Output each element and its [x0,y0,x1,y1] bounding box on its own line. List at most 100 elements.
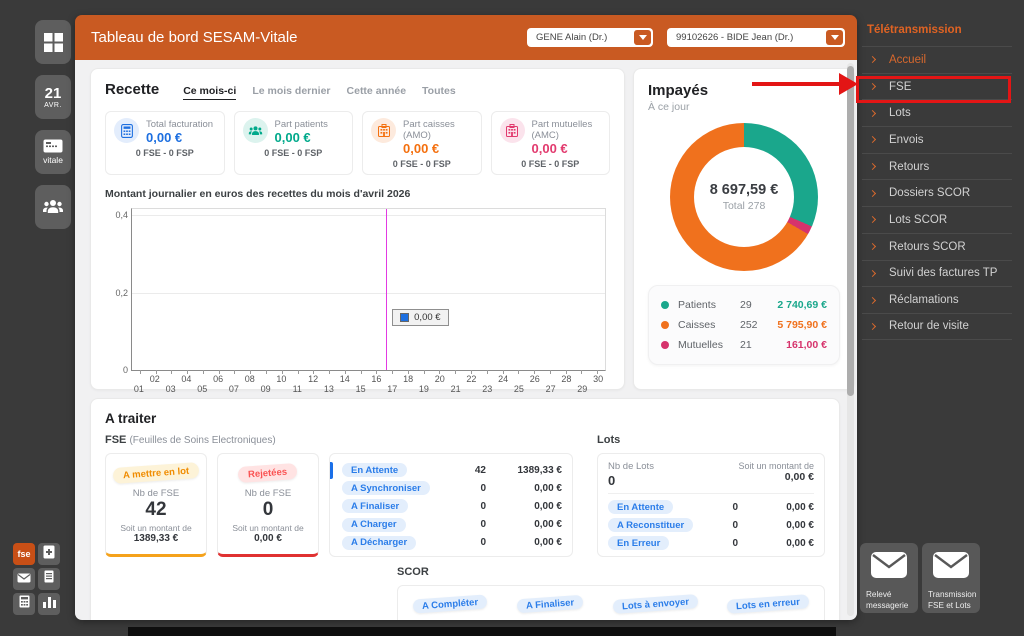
status-pill[interactable]: En Attente [608,500,674,515]
status-pill[interactable]: En Erreur [608,536,670,551]
x-tick-label: 03 [165,384,176,394]
building-icon [499,118,525,143]
status-pill[interactable]: A Décharger [342,535,417,550]
status-pill[interactable]: A Synchroniser [342,481,430,496]
mail-shortcut-button[interactable] [13,568,35,590]
tab-le-mois-dernier[interactable]: Le mois dernier [252,85,331,97]
menu-item-dossiers-scor[interactable]: Dossiers SCOR [862,179,1012,206]
status-pill[interactable]: En Attente [342,463,408,478]
row-count: 0 [732,501,738,513]
x-tick-label: 12 [308,374,319,384]
chevron-right-icon [868,163,877,171]
doctor-select[interactable]: GENE Alain (Dr.) [527,28,653,47]
calculator-icon [114,118,139,143]
chevron-down-icon[interactable] [634,30,651,45]
lots-amount-caption: Soit un montant de [738,461,814,471]
status-badge: Rejetées [237,462,299,483]
row-amount: 0,00 € [534,500,562,512]
legend-amount: 2 740,69 € [777,299,827,311]
fse-shortcut-button[interactable]: fse [13,543,35,565]
fse-heading: FSE [105,434,127,446]
document-icon [44,570,54,588]
scor-pill[interactable]: A Finaliser [516,594,584,614]
menu-item-retours-scor[interactable]: Retours SCOR [862,232,1012,260]
menu-item-retour-de-visite[interactable]: Retour de visite [862,312,1012,340]
menu-item-reclamations[interactable]: Réclamations [862,286,1012,313]
impayes-card: Impayés À ce jour 8 697,59 € Total 278 P… [633,68,855,390]
x-tick-label: 28 [561,374,572,384]
menu-item-envois[interactable]: Envois [862,126,1012,153]
releve-messagerie-button[interactable]: Relevé messagerie [860,543,918,613]
patients-button[interactable] [35,185,71,229]
row-amount: 0,00 € [786,501,814,513]
apps-grid-button[interactable] [35,20,71,64]
impayes-total-count: Total 278 [722,200,766,212]
x-tick-label: 24 [498,374,509,384]
prescription-button[interactable] [38,543,60,565]
vertical-scrollbar[interactable] [847,63,854,616]
status-pill[interactable]: A Charger [342,517,406,532]
legend-count: 252 [740,319,758,331]
today-marker-line [385,209,388,370]
x-tick-label: 06 [213,374,224,384]
fse-status-row: En Attente 42 1389,33 € [342,461,562,479]
row-count: 0 [732,537,738,549]
y-tick-label: 0 [122,365,128,375]
fse-card-lot: A mettre en lot Nb de FSE 42 Soit un mon… [105,453,207,557]
status-pill[interactable]: A Reconstituer [608,518,694,533]
practitioner-select-value: 99102626 - BIDE Jean (Dr.) [676,32,794,43]
envelope-icon [871,552,907,583]
scor-pill[interactable]: Lots à envoyer [612,594,698,614]
calendar-button[interactable]: 21 AVR. [35,75,71,119]
y-tick-label: 0,2 [115,288,128,298]
tab-toutes[interactable]: Toutes [422,85,456,97]
scor-pill[interactable]: A Compléter [412,594,488,614]
status-pill[interactable]: A Finaliser [342,499,409,514]
scor-pill[interactable]: Lots en erreur [726,594,810,614]
tab-ce-mois-ci[interactable]: Ce mois-ci [183,85,237,100]
accent-bar [330,462,333,479]
chevron-right-icon [868,243,877,251]
menu-item-lots[interactable]: Lots [862,99,1012,126]
stats-shortcut-button[interactable] [38,593,60,615]
fse-status-list: En Attente 42 1389,33 € A Synchroniser 0… [329,453,573,557]
bottom-bar [128,627,836,636]
lots-status-row: A Reconstituer 0 0,00 € [608,516,814,534]
impayes-total-amount: 8 697,59 € [709,182,779,198]
fse-shortcut-label: fse [17,549,31,559]
nb-lots-value: 0 [608,473,616,488]
menu-item-fse[interactable]: FSE [862,72,1012,100]
calculator-shortcut-button[interactable] [13,593,35,615]
document-plus-icon [43,545,55,564]
stat-card: Part mutuelles (AMC) 0,00 € 0 FSE - 0 FS… [490,111,610,175]
mail-icon [17,570,31,588]
menu-item-retours[interactable]: Retours [862,152,1012,180]
practitioner-select[interactable]: 99102626 - BIDE Jean (Dr.) [667,28,845,47]
patients-group-icon [42,198,64,216]
lots-status-row: En Attente 0 0,00 € [608,498,814,516]
chevron-right-icon [868,296,877,304]
impayes-legend: Patients 29 2 740,69 € Caisses 252 5 795… [648,285,840,365]
menu-item-accueil[interactable]: Accueil [862,46,1012,73]
tab-cette-annee[interactable]: Cette année [346,85,407,97]
x-tick-label: 14 [339,374,350,384]
menu-item-suivi-factures-tp[interactable]: Suivi des factures TP [862,259,1012,287]
document-shortcut-button[interactable] [38,568,60,590]
transmission-fse-lots-button[interactable]: Transmission FSE et Lots [922,543,980,613]
a-traiter-title: A traiter [105,411,157,426]
x-tick-label: 18 [403,374,414,384]
menu-item-lots-scor[interactable]: Lots SCOR [862,206,1012,233]
x-tick-label: 21 [450,384,461,394]
y-tick-label: 0,4 [115,210,128,220]
carte-vitale-button[interactable]: vitale [35,130,71,174]
menu-heading: Télétransmission [867,24,962,36]
chevron-right-icon [868,189,877,197]
stat-label: Part caisses (AMO) [403,119,455,141]
chevron-down-icon[interactable] [826,30,843,45]
row-count: 0 [480,537,486,549]
x-tick-label: 27 [545,384,556,394]
fse-status-row: A Synchroniser 0 0,00 € [342,479,562,497]
scrollbar-thumb[interactable] [847,66,854,396]
scor-card: A Compléter A Finaliser Lots à envoyer L… [397,585,825,620]
nb-lots-label: Nb de Lots [608,461,654,472]
